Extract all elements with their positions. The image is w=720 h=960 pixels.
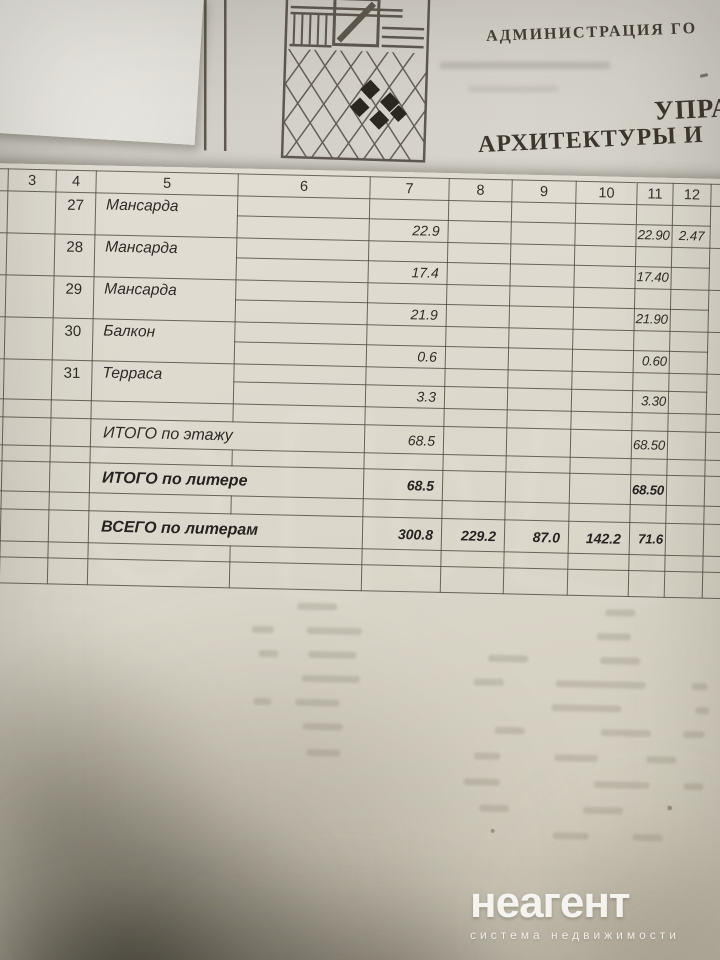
architecture-emblem-icon [203, 0, 431, 163]
neagent-tagline: система недвижимости [470, 928, 680, 942]
illegible-text-line [440, 62, 610, 69]
neagent-watermark: неагент система недвижимости [470, 878, 680, 943]
illegible-text-line [468, 86, 558, 92]
neagent-logo-text: неагент [470, 878, 630, 927]
